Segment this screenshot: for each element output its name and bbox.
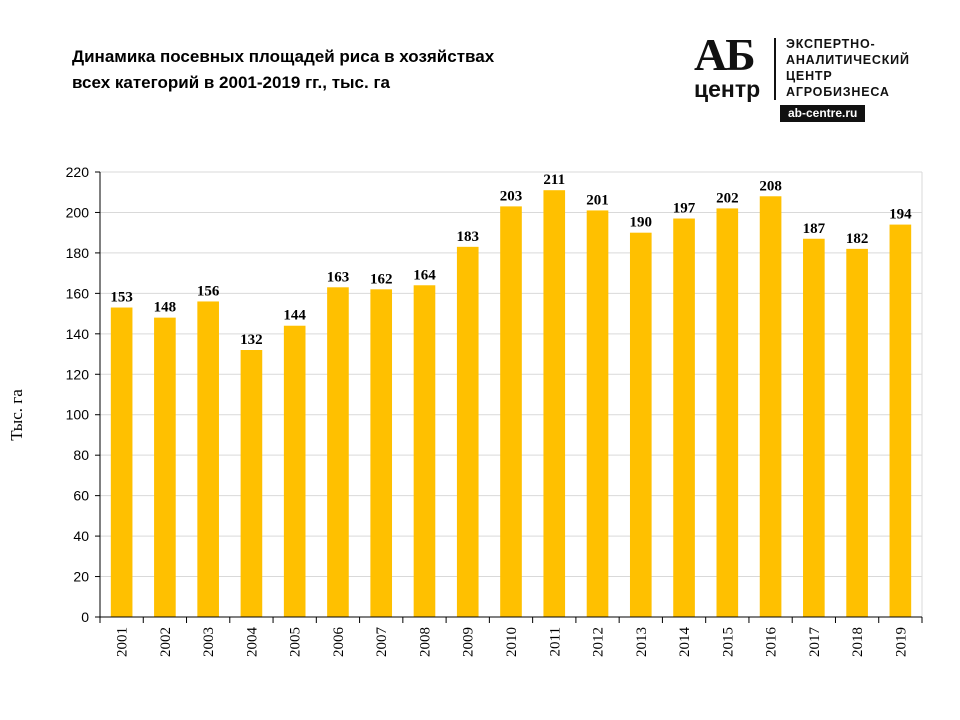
- bar-2015: [716, 208, 739, 617]
- x-tick-label-2008: 2008: [417, 627, 433, 657]
- bar-2012: [586, 210, 609, 617]
- bar-2013: [629, 232, 652, 617]
- x-tick-label-2012: 2012: [591, 627, 607, 657]
- logo-mark: АБ центр: [690, 30, 780, 104]
- logo-mark-center: центр: [694, 76, 761, 102]
- logo-text-line-1: ЭКСПЕРТНО-: [786, 37, 876, 51]
- data-label-2002: 148: [154, 300, 177, 316]
- x-tick-label-2014: 2014: [677, 627, 693, 658]
- data-label-2004: 132: [240, 332, 263, 348]
- x-tick-label-2013: 2013: [634, 627, 650, 657]
- y-tick-label-140: 140: [66, 326, 90, 342]
- chart-title-line-1: Динамика посевных площадей риса в хозяйс…: [72, 47, 495, 66]
- bar-2019: [889, 224, 912, 617]
- data-label-2015: 202: [716, 190, 739, 206]
- logo-text: ЭКСПЕРТНО- АНАЛИТИЧЕСКИЙ ЦЕНТР АГРОБИЗНЕ…: [786, 36, 910, 100]
- data-label-2008: 164: [413, 267, 436, 283]
- data-label-2016: 208: [759, 178, 782, 194]
- data-label-2019: 194: [889, 207, 912, 223]
- x-tick-label-2005: 2005: [288, 627, 304, 657]
- x-tick-label-2015: 2015: [720, 627, 736, 657]
- data-label-2007: 162: [370, 271, 393, 287]
- bar-2016: [759, 196, 782, 618]
- y-tick-label-60: 60: [73, 488, 89, 504]
- y-tick-label-220: 220: [66, 164, 90, 180]
- chart-title: Динамика посевных площадей риса в хозяйс…: [72, 44, 632, 96]
- bar-2005: [283, 325, 306, 617]
- x-tick-label-2016: 2016: [764, 627, 780, 658]
- data-label-2010: 203: [500, 188, 523, 204]
- x-tick-label-2003: 2003: [201, 627, 217, 657]
- y-tick-label-120: 120: [66, 366, 90, 382]
- bar-2006: [327, 287, 349, 617]
- x-tick-label-2019: 2019: [893, 627, 909, 657]
- data-label-2017: 187: [803, 221, 826, 237]
- data-label-2009: 183: [456, 229, 479, 245]
- data-labels: 153 148 156 132 144 163 162 164 183 203 211 201 190 1…: [110, 172, 912, 348]
- logo-divider: [774, 38, 776, 100]
- bar-2017: [803, 238, 825, 617]
- bar-2011: [543, 190, 566, 618]
- x-tick-label-2018: 2018: [850, 627, 866, 657]
- bar-2009: [456, 246, 479, 617]
- x-tick-label-2002: 2002: [158, 627, 174, 657]
- logo-mark-ab: АБ: [694, 29, 756, 80]
- y-tick-label-80: 80: [73, 447, 89, 463]
- logo-text-line-3: ЦЕНТР: [786, 69, 833, 83]
- y-tick-label-100: 100: [66, 407, 90, 423]
- bar-2008: [413, 285, 436, 617]
- data-label-2003: 156: [197, 283, 220, 299]
- data-label-2006: 163: [327, 269, 350, 285]
- bar-2002: [154, 317, 176, 617]
- chart-title-line-2: всех категорий в 2001-2019 гг., тыс. га: [72, 73, 390, 92]
- x-tick-label-2006: 2006: [331, 627, 347, 658]
- y-tick-label-0: 0: [81, 609, 89, 625]
- x-tick-label-2017: 2017: [807, 627, 823, 658]
- y-tick-label-180: 180: [66, 245, 90, 261]
- x-tick-label-2004: 2004: [244, 627, 260, 658]
- x-tick-label-2001: 2001: [115, 627, 131, 657]
- data-label-2013: 190: [630, 215, 653, 231]
- data-label-2005: 144: [283, 308, 306, 324]
- bar-2003: [197, 301, 219, 617]
- data-label-2011: 211: [543, 172, 565, 188]
- bar-2010: [500, 206, 522, 618]
- x-tick-label-2009: 2009: [461, 627, 477, 657]
- bar-2001: [110, 307, 133, 617]
- y-axis-label: Тыс. га: [7, 389, 26, 441]
- y-tick-label-200: 200: [66, 204, 90, 220]
- data-label-2018: 182: [846, 231, 869, 247]
- data-label-2012: 201: [586, 192, 609, 208]
- y-tick-label-160: 160: [66, 285, 90, 301]
- bars: [110, 190, 912, 618]
- data-label-2001: 153: [110, 290, 133, 306]
- bar-2004: [240, 350, 263, 617]
- y-tick-label-40: 40: [73, 528, 89, 544]
- ab-centre-logo: АБ центр ЭКСПЕРТНО- АНАЛИТИЧЕСКИЙ ЦЕНТР …: [690, 30, 935, 124]
- x-tick-label-2010: 2010: [504, 627, 520, 657]
- axes: 0 20 40 60 80 100 120 140 160 180 200 220 2001 2002 20…: [66, 164, 923, 658]
- bar-2007: [370, 289, 393, 617]
- bar-2014: [673, 218, 695, 618]
- bar-2018: [846, 248, 868, 617]
- x-tick-label-2007: 2007: [374, 627, 390, 658]
- y-tick-label-20: 20: [73, 569, 89, 585]
- logo-text-line-4: АГРОБИЗНЕСА: [786, 85, 890, 99]
- x-tick-label-2011: 2011: [547, 627, 563, 656]
- data-label-2014: 197: [673, 201, 696, 217]
- logo-text-line-2: АНАЛИТИЧЕСКИЙ: [786, 53, 910, 67]
- logo-site-url: ab-centre.ru: [780, 105, 866, 122]
